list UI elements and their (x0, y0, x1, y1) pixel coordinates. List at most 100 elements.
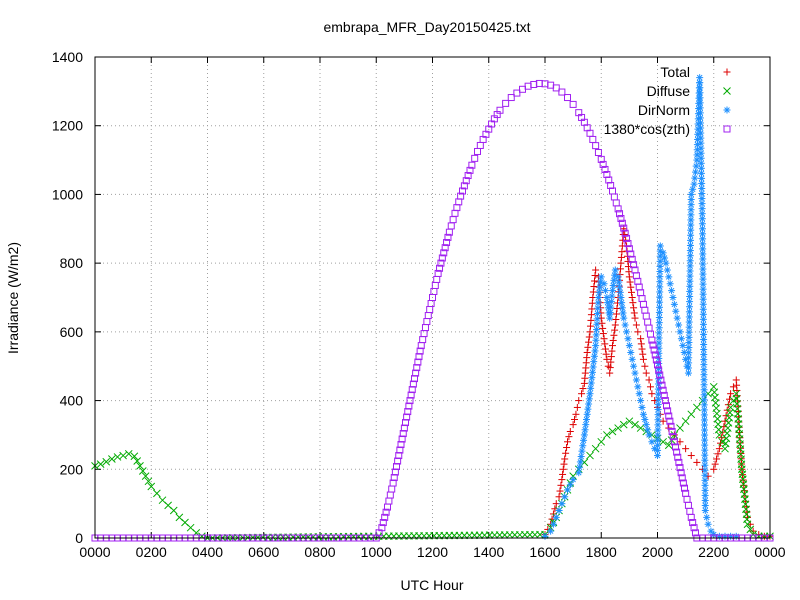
data-point (657, 376, 665, 384)
data-point (641, 362, 649, 370)
data-point (578, 447, 586, 455)
data-point (436, 264, 444, 272)
x-tick-label: 0000 (79, 544, 110, 560)
data-point (700, 351, 708, 359)
data-point (414, 358, 422, 366)
data-point (576, 463, 584, 471)
data-point (496, 106, 504, 114)
data-point (689, 519, 697, 527)
data-point (641, 415, 649, 423)
data-point (618, 304, 626, 312)
data-point (582, 415, 590, 423)
data-point (624, 240, 632, 248)
data-point (591, 347, 599, 355)
data-point (691, 168, 699, 176)
data-point (632, 321, 640, 329)
data-point (746, 525, 755, 534)
data-point (697, 129, 705, 137)
data-point (601, 165, 609, 173)
data-point (656, 257, 664, 265)
data-point (608, 427, 617, 436)
data-point (609, 342, 616, 350)
data-point (96, 460, 105, 468)
data-point (656, 293, 664, 301)
data-point (660, 391, 668, 399)
data-point (585, 338, 593, 346)
y-tick-label: 200 (60, 461, 84, 477)
x-tick-label: 0600 (248, 544, 279, 560)
data-point (393, 463, 400, 471)
data-point (563, 444, 571, 452)
data-point (696, 114, 704, 122)
data-points (91, 74, 774, 542)
legend-label: DirNorm (638, 102, 690, 118)
data-point (102, 457, 111, 466)
data-point (668, 287, 676, 295)
data-point (670, 300, 678, 308)
data-point (659, 437, 667, 446)
data-point (667, 422, 675, 430)
data-point (659, 249, 667, 257)
y-tick-label: 1400 (52, 49, 83, 65)
data-point (582, 421, 590, 429)
data-point (406, 397, 414, 405)
data-point (701, 436, 709, 444)
data-point (438, 254, 446, 262)
data-point (462, 177, 470, 185)
data-point (460, 182, 468, 190)
data-point (625, 342, 633, 350)
data-point (645, 431, 653, 439)
data-point (608, 347, 616, 355)
data-point (607, 181, 615, 189)
data-point (557, 481, 565, 489)
data-point (625, 245, 633, 253)
data-point (627, 288, 635, 296)
data-point (638, 403, 646, 411)
data-point (603, 355, 611, 363)
data-point (569, 421, 577, 429)
data-point (648, 336, 656, 344)
data-point (379, 519, 387, 527)
data-point (600, 280, 608, 288)
data-point (606, 314, 614, 322)
data-point (674, 453, 682, 461)
data-point (654, 441, 662, 449)
data-point (648, 438, 656, 446)
data-point (677, 335, 685, 343)
data-point (687, 513, 695, 521)
data-point (637, 397, 645, 405)
data-point (618, 299, 626, 307)
data-point (614, 424, 622, 432)
data-point (699, 235, 707, 243)
data-point (559, 470, 567, 478)
data-point (638, 345, 646, 353)
data-point (555, 507, 563, 515)
data-point (596, 283, 604, 291)
data-point (670, 438, 678, 446)
data-point (631, 369, 639, 377)
y-tick-label: 0 (75, 530, 83, 546)
data-point (669, 433, 677, 441)
data-point (608, 292, 616, 300)
data-point (634, 383, 642, 391)
data-point (408, 386, 416, 394)
data-point (690, 524, 698, 532)
data-point (710, 465, 718, 473)
data-point (597, 155, 605, 163)
legend-marker (723, 87, 731, 95)
data-point (612, 310, 620, 318)
data-point (634, 328, 642, 336)
data-point (649, 341, 657, 349)
data-point (679, 479, 687, 487)
series-1 (91, 382, 774, 542)
data-point (594, 149, 602, 157)
y-tick-label: 400 (60, 393, 84, 409)
data-point (676, 328, 684, 336)
data-point (656, 247, 664, 255)
data-point (591, 444, 600, 453)
data-point (595, 288, 603, 296)
data-point (413, 364, 421, 372)
data-point (699, 225, 706, 233)
data-point (590, 358, 598, 366)
